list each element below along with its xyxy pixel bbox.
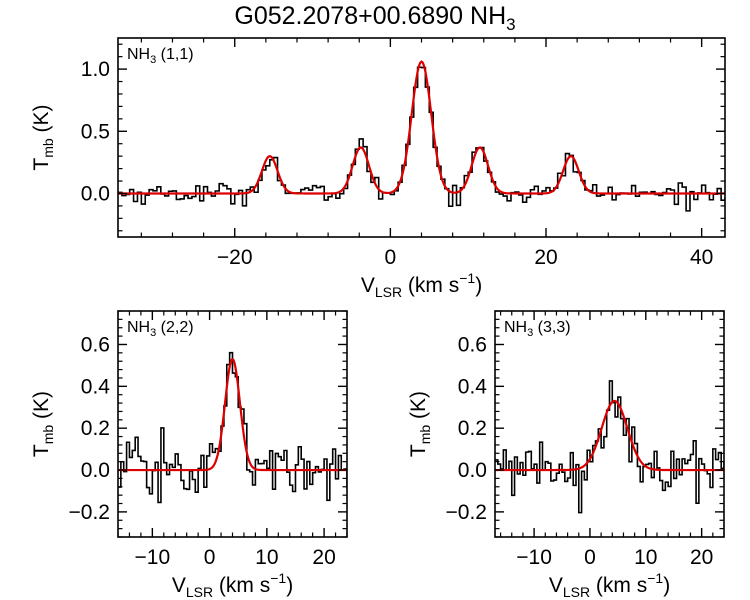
chart-data-p11 (118, 60, 725, 212)
panel-label: NH3 (1,1) (127, 46, 194, 66)
y-tick-label: 0.0 (81, 182, 110, 205)
x-axis-label-close: ) (663, 574, 670, 597)
panel-label-sub: 3 (150, 327, 156, 339)
panel-label-main: NH (127, 319, 150, 336)
panel-label-sub: 3 (527, 327, 533, 339)
y-axis-label: Tmb (K) (407, 391, 433, 457)
x-tick-label: 20 (690, 546, 713, 569)
x-tick-label: 20 (312, 546, 335, 569)
x-axis-label-main: V (361, 274, 375, 297)
y-tick-label: 0.6 (458, 333, 487, 356)
x-axis-label: VLSR (km s−1) (361, 270, 482, 300)
x-axis-label-sub: LSR (563, 584, 590, 600)
y-tick-label: 0.5 (81, 120, 110, 143)
panel-label-main: NH (127, 46, 150, 63)
spectrum-histogram-line (118, 66, 725, 212)
y-axis-label-main: T (407, 444, 430, 457)
y-axis-label-main: T (30, 158, 53, 171)
x-axis-label: VLSR (km s−1) (549, 570, 670, 600)
x-tick-label: −10 (516, 546, 552, 569)
y-tick-label: 0.2 (81, 417, 110, 440)
y-tick-label: 0.0 (81, 459, 110, 482)
x-axis-label-main: V (172, 574, 186, 597)
x-tick-label: 0 (584, 546, 596, 569)
fit-curve-line (118, 60, 725, 195)
x-tick-label: 10 (255, 546, 278, 569)
x-axis-label-rest: (km s (402, 274, 459, 297)
x-axis-label-rest: (km s (213, 574, 270, 597)
y-axis-label-sub: mb (40, 425, 56, 445)
y-axis-label: Tmb (K) (30, 391, 56, 457)
y-axis-label-rest: (K) (407, 391, 430, 425)
y-axis-label-sub: mb (417, 425, 433, 445)
chart-data-p33 (495, 380, 724, 514)
panel-label-rest: (3,3) (533, 319, 570, 336)
x-axis-label-sup: −1 (647, 570, 663, 586)
x-tick-label: −10 (135, 546, 171, 569)
x-tick-label: 10 (634, 546, 657, 569)
x-tick-label: 0 (204, 546, 216, 569)
x-axis-label: VLSR (km s−1) (172, 570, 293, 600)
chart-panel-p22: −10 0 10 20 −0.2 0.0 0.2 0.4 0.6 NH3 (2,2) VLSR (k… (30, 310, 348, 600)
x-axis-label-sub: LSR (375, 284, 402, 300)
plot-frame (117, 310, 348, 538)
panel-label: NH3 (2,2) (127, 319, 194, 339)
figure-title-main: G052.2078+00.6890 NH (234, 2, 507, 30)
x-tick-label: 0 (385, 246, 397, 269)
y-axis-label-rest: (K) (30, 391, 53, 425)
spectrum-histogram-line (118, 351, 347, 504)
figure-title: G052.2078+00.6890 NH3 (0, 2, 750, 35)
y-axis-label-main: T (30, 444, 53, 457)
fit-curve-line (495, 399, 724, 472)
spectrum-histogram-line (495, 380, 724, 514)
x-tick-label: 20 (534, 246, 557, 269)
plot-frame (494, 310, 725, 538)
panel-label-rest: (1,1) (156, 46, 193, 63)
x-axis-label-close: ) (286, 574, 293, 597)
y-tick-label: 0.2 (458, 417, 487, 440)
chart-panel-p33: −10 0 10 20 −0.2 0.0 0.2 0.4 0.6 NH3 (3,3) VLSR (k… (407, 310, 725, 600)
x-axis-label-close: ) (475, 274, 482, 297)
panel-label-rest: (2,2) (156, 319, 193, 336)
panel-label-sub: 3 (150, 54, 156, 66)
panel-label: NH3 (3,3) (504, 319, 571, 339)
y-axis-label: Tmb (K) (30, 104, 56, 170)
x-tick-label: −20 (217, 246, 253, 269)
x-axis-label-sup: −1 (270, 570, 286, 586)
x-axis-label-rest: (km s (590, 574, 647, 597)
y-axis-label-rest: (K) (30, 104, 53, 138)
x-axis-label-sup: −1 (459, 270, 475, 286)
x-axis-label-sub: LSR (186, 584, 213, 600)
y-tick-label: 0.4 (81, 375, 111, 398)
chart-data-p22 (118, 351, 347, 504)
panel-label-main: NH (504, 319, 527, 336)
y-tick-label: 0.0 (458, 459, 487, 482)
y-tick-label: 1.0 (81, 58, 110, 81)
fit-curve-line (118, 357, 347, 472)
y-axis-label-sub: mb (40, 138, 56, 158)
chart-panel-p11: −20 0 20 40 0.0 0.5 1.0 NH3 (1,1) VLSR (km s−1) T… (30, 37, 726, 300)
y-tick-label: 0.4 (458, 375, 488, 398)
y-tick-label: −0.2 (69, 501, 110, 524)
figure-title-sub: 3 (506, 15, 516, 34)
y-tick-label: 0.6 (81, 333, 110, 356)
y-tick-label: −0.2 (446, 501, 487, 524)
x-axis-label-main: V (549, 574, 563, 597)
x-tick-label: 40 (690, 246, 713, 269)
